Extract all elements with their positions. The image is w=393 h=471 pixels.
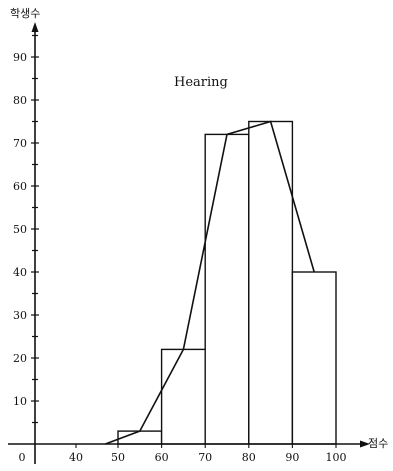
histogram-bar [291,271,337,445]
y-ticks-layer: 10 20 30 40 50 60 70 80 90 [13,34,39,424]
y-tick-label: 40 [13,266,27,279]
histogram-bar [160,348,206,445]
chart-title: Hearing [174,75,228,90]
x-tick-label: 80 [242,451,256,464]
y-tick-label: 30 [13,309,27,322]
y-tick-label: 10 [13,395,27,408]
y-axis-title: 학생수 [10,7,40,20]
y-tick-label: 90 [13,51,27,64]
x-tick-label: 60 [155,451,169,464]
histogram-bar [204,133,250,445]
x-tick-label: 50 [111,451,125,464]
y-tick-label: 20 [13,352,27,365]
x-axis-title: 점수 [368,437,388,450]
x-tick-label: 70 [198,451,212,464]
y-tick-label: 50 [13,223,27,236]
x-tick-label: 100 [326,451,347,464]
frequency-polygon-line [105,120,315,445]
y-tick-label: 70 [13,137,27,150]
axes-layer [8,22,370,464]
histogram-bar [248,120,294,445]
x-ticks-layer: 0 40 50 60 70 80 90 100 [19,444,347,464]
x-tick-label: 0 [19,451,26,464]
y-tick-label: 80 [13,94,27,107]
frequency-polygon-layer [105,120,315,445]
y-tick-label: 60 [13,180,27,193]
x-tick-label: 90 [285,451,299,464]
bars-layer [117,120,337,445]
x-tick-label: 40 [69,451,83,464]
x-axis-arrow-icon [360,440,370,448]
y-axis-arrow-icon [31,22,39,32]
